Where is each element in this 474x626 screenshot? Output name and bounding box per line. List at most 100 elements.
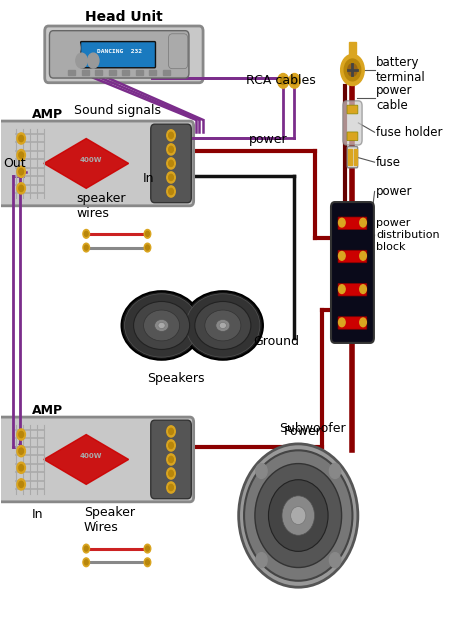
FancyBboxPatch shape: [347, 146, 357, 168]
Circle shape: [84, 232, 88, 237]
Circle shape: [84, 560, 88, 565]
Ellipse shape: [158, 322, 165, 329]
Bar: [348, 149, 352, 165]
Circle shape: [289, 73, 300, 88]
Bar: [68, 70, 75, 75]
Circle shape: [19, 185, 24, 192]
Bar: [149, 70, 156, 75]
Ellipse shape: [216, 319, 230, 331]
Bar: [163, 70, 170, 75]
Text: Speakers: Speakers: [147, 372, 205, 385]
Ellipse shape: [255, 464, 342, 568]
Ellipse shape: [282, 496, 315, 535]
Text: fuse: fuse: [376, 156, 401, 168]
Ellipse shape: [125, 294, 199, 357]
Circle shape: [167, 158, 175, 169]
Text: power: power: [249, 133, 287, 146]
Circle shape: [83, 243, 90, 252]
Text: fuse holder: fuse holder: [376, 126, 443, 139]
Text: Ground: Ground: [254, 335, 300, 348]
Bar: [95, 70, 102, 75]
FancyBboxPatch shape: [0, 121, 194, 206]
Circle shape: [169, 160, 173, 167]
Circle shape: [167, 482, 175, 493]
Text: 400W: 400W: [80, 157, 102, 163]
Circle shape: [83, 230, 90, 239]
Bar: [109, 70, 116, 75]
Circle shape: [280, 77, 286, 85]
Text: AMP: AMP: [32, 108, 63, 121]
Circle shape: [169, 146, 173, 153]
Ellipse shape: [155, 319, 169, 331]
Circle shape: [169, 174, 173, 180]
Ellipse shape: [144, 310, 180, 341]
Ellipse shape: [219, 322, 227, 329]
Circle shape: [84, 245, 88, 250]
Text: speaker
wires: speaker wires: [77, 192, 126, 220]
Circle shape: [19, 448, 24, 454]
Circle shape: [169, 188, 173, 195]
FancyBboxPatch shape: [49, 31, 189, 78]
Circle shape: [19, 464, 24, 471]
FancyBboxPatch shape: [0, 417, 194, 502]
Text: In: In: [143, 172, 154, 185]
Circle shape: [167, 130, 175, 141]
Circle shape: [329, 553, 341, 568]
Circle shape: [17, 479, 26, 490]
Circle shape: [19, 152, 24, 158]
Circle shape: [144, 230, 151, 239]
Ellipse shape: [291, 506, 306, 525]
Circle shape: [144, 558, 151, 567]
FancyBboxPatch shape: [168, 34, 188, 69]
Circle shape: [341, 54, 364, 86]
Circle shape: [256, 553, 267, 568]
Ellipse shape: [205, 310, 241, 341]
Circle shape: [169, 428, 173, 434]
Circle shape: [17, 183, 26, 194]
Circle shape: [167, 440, 175, 451]
Circle shape: [360, 252, 366, 260]
Ellipse shape: [195, 302, 251, 349]
Bar: [349, 42, 356, 54]
Ellipse shape: [183, 291, 263, 360]
Text: Power: Power: [284, 424, 322, 438]
Circle shape: [19, 168, 24, 175]
Text: Out: Out: [4, 157, 27, 170]
Circle shape: [292, 77, 297, 85]
Circle shape: [338, 252, 345, 260]
Circle shape: [169, 456, 173, 463]
Bar: [136, 70, 143, 75]
Circle shape: [64, 41, 75, 56]
FancyBboxPatch shape: [338, 250, 367, 263]
Circle shape: [19, 135, 24, 141]
Circle shape: [338, 318, 345, 327]
Text: DANCING  232: DANCING 232: [97, 49, 142, 54]
Circle shape: [17, 133, 26, 144]
Circle shape: [17, 429, 26, 440]
Circle shape: [167, 468, 175, 479]
Ellipse shape: [121, 291, 201, 360]
Circle shape: [146, 245, 149, 250]
Circle shape: [167, 172, 175, 183]
Ellipse shape: [268, 480, 328, 552]
Text: power: power: [376, 185, 412, 198]
Circle shape: [144, 243, 151, 252]
Text: AMP: AMP: [32, 404, 63, 417]
Circle shape: [167, 426, 175, 437]
Circle shape: [167, 186, 175, 197]
Circle shape: [338, 285, 345, 294]
Circle shape: [83, 558, 90, 567]
Circle shape: [76, 53, 87, 68]
Text: In: In: [32, 508, 44, 521]
Circle shape: [17, 150, 26, 161]
Bar: [354, 149, 357, 165]
FancyBboxPatch shape: [343, 101, 362, 145]
Circle shape: [360, 218, 366, 227]
Bar: [82, 70, 89, 75]
Ellipse shape: [244, 450, 353, 581]
Circle shape: [360, 318, 366, 327]
FancyBboxPatch shape: [338, 284, 367, 296]
Circle shape: [329, 463, 341, 478]
Circle shape: [88, 53, 99, 68]
Circle shape: [19, 481, 24, 488]
